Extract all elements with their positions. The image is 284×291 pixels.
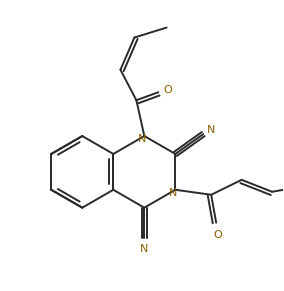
Text: N: N — [207, 125, 215, 135]
Text: O: O — [164, 85, 173, 95]
Text: N: N — [140, 244, 149, 255]
Text: O: O — [214, 230, 223, 239]
Text: N: N — [169, 188, 178, 198]
Text: N: N — [138, 134, 147, 144]
